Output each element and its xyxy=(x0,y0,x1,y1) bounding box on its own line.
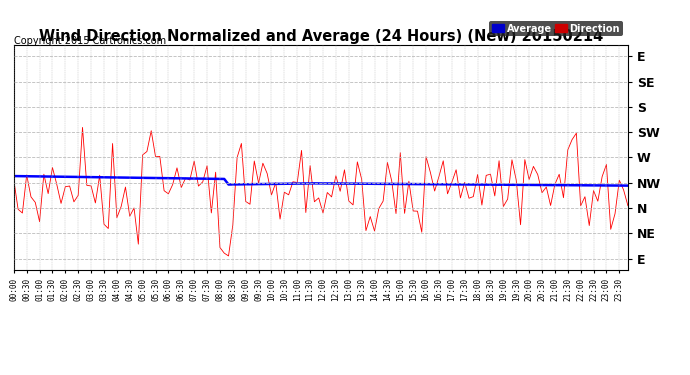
Text: Copyright 2015 Cartronics.com: Copyright 2015 Cartronics.com xyxy=(14,36,166,46)
Title: Wind Direction Normalized and Average (24 Hours) (New) 20150214: Wind Direction Normalized and Average (2… xyxy=(39,29,603,44)
Legend: Average, Direction: Average, Direction xyxy=(489,21,623,36)
